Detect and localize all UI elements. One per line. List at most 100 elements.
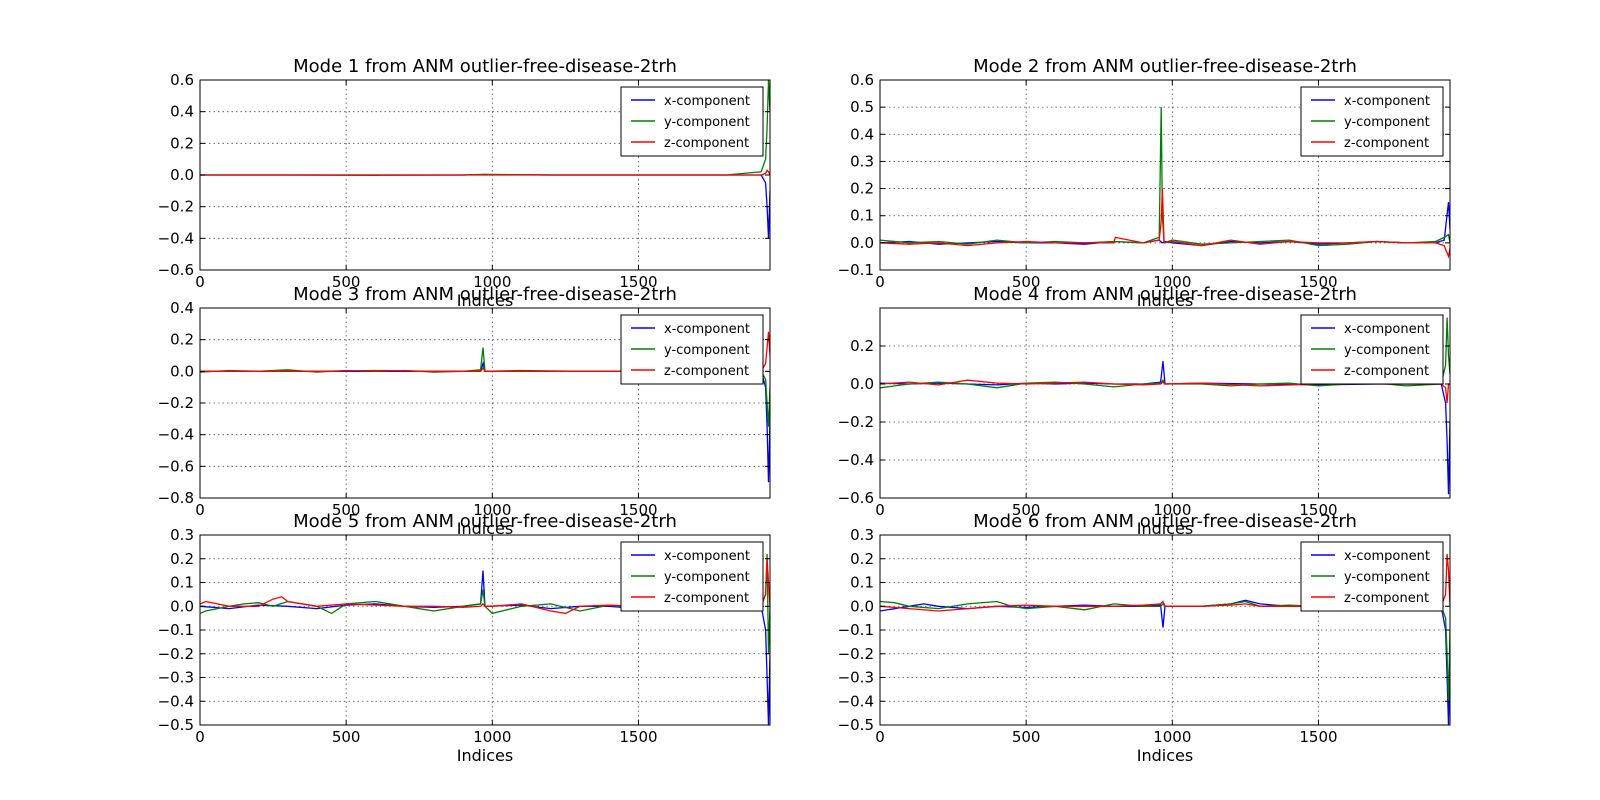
legend-label: y-component [664,115,750,130]
y-tick-label: −0.2 [838,413,874,431]
y-tick-label: −0.3 [838,669,874,687]
plot-frame [879,307,1451,499]
x-tick-label: 500 [332,501,361,519]
legend-label: y-component [1344,343,1430,358]
x-tick-label: 1000 [1153,728,1191,746]
legend-label: x-component [664,549,750,564]
subplot-5: 0 500 1000 1500 0.3 0.2 0.1 0.0 −0.1 −0.2 −0.3 −0.4… [158,511,771,765]
y-tick-label: −0.6 [158,261,194,279]
x-tick-label: 1000 [473,273,511,291]
y-tick-label: 0.0 [850,375,874,393]
y-tick-label: −0.5 [158,716,194,734]
y-tick-label: −0.2 [158,198,194,216]
legend: x-component y-component z-component [620,541,764,612]
y-tick-label: 0.4 [850,125,874,143]
legend-label: x-component [664,322,750,337]
y-tick-label: 0.1 [850,207,874,225]
subplot-4: 0 500 1000 1500 0.2 0.0 −0.2 −0.4 −0.6 Mode 4 fro… [838,284,1451,538]
x-axis-label: Indices [1137,746,1193,765]
y-tick-label: 0.0 [850,234,874,252]
legend-label: x-component [664,94,750,109]
legend: x-component y-component z-component [1300,541,1444,612]
subplot-title: Mode 4 from ANM outlier-free-disease-2tr… [973,284,1357,305]
y-tick-label: −0.2 [158,645,194,663]
x-axis-label: Indices [457,519,513,538]
x-axis-label: Indices [457,746,513,765]
x-tick-label: 500 [332,728,361,746]
y-tick-label: −0.3 [158,669,194,687]
x-tick-label: 0 [195,273,205,291]
series-line-y-component [880,600,1450,702]
subplot-title: Mode 6 from ANM outlier-free-disease-2tr… [973,511,1357,532]
x-tick-label: 0 [195,501,205,519]
y-tick-label: 0.2 [850,337,874,355]
x-tick-label: 1500 [1299,501,1337,519]
y-tick-label: 0.0 [850,597,874,615]
legend-label: x-component [1344,549,1430,564]
legend-label: y-component [1344,570,1430,585]
y-tick-label: 0.6 [850,71,874,89]
y-tick-label: 0.2 [170,331,194,349]
legend-label: z-component [664,136,749,151]
x-tick-label: 500 [1012,501,1041,519]
legend-label: x-component [1344,94,1430,109]
series-group [880,107,1450,259]
y-tick-label: 0.1 [170,574,194,592]
x-tick-label: 1000 [1153,273,1191,291]
y-tick-label: −0.2 [838,645,874,663]
y-tick-label: 0.3 [850,152,874,170]
x-tick-label: 500 [332,273,361,291]
x-tick-label: 1500 [1299,728,1337,746]
x-tick-label: 0 [875,728,885,746]
y-tick-label: −0.6 [838,489,874,507]
y-tick-label: 0.1 [850,574,874,592]
y-tick-label: 0.6 [170,71,194,89]
x-tick-label: 1500 [619,728,657,746]
subplot-1: 0 500 1000 1500 0.6 0.4 0.2 0.0 −0.2 −0.4 −0.6 Mode… [158,56,771,310]
x-tick-label: 0 [875,273,885,291]
y-tick-label: −0.1 [838,261,874,279]
legend: x-component y-component z-component [620,86,764,157]
y-tick-label: 0.0 [170,362,194,380]
y-tick-label: 0.2 [850,550,874,568]
legend: x-component y-component z-component [620,314,764,385]
legend-label: z-component [1344,136,1429,151]
series-line-z-component [880,188,1450,259]
y-tick-label: 0.3 [850,526,874,544]
subplot-title: Mode 1 from ANM outlier-free-disease-2tr… [293,56,677,77]
legend-label: y-component [664,570,750,585]
x-tick-label: 1000 [1153,501,1191,519]
y-tick-label: −0.1 [838,621,874,639]
subplot-title: Mode 5 from ANM outlier-free-disease-2tr… [293,511,677,532]
series-line-z-component [200,169,770,176]
y-tick-label: 0.5 [850,98,874,116]
legend-box [620,314,764,385]
y-tick-label: −0.8 [158,489,194,507]
subplot-title: Mode 2 from ANM outlier-free-disease-2tr… [973,56,1357,77]
subplot-3: 0 500 1000 1500 0.4 0.2 0.0 −0.2 −0.4 −0.6 −0.8 Mod… [158,284,771,538]
legend-label: y-component [664,343,750,358]
x-tick-label: 0 [875,501,885,519]
x-tick-label: 1000 [473,501,511,519]
y-tick-label: 0.2 [170,134,194,152]
y-tick-label: −0.2 [158,394,194,412]
legend-label: z-component [1344,364,1429,379]
x-tick-label: 0 [195,728,205,746]
y-tick-label: −0.4 [158,692,194,710]
series-line-x-component [880,361,1450,495]
legend-label: z-component [664,364,749,379]
x-tick-label: 1500 [619,501,657,519]
subplot-title: Mode 3 from ANM outlier-free-disease-2tr… [293,284,677,305]
subplot-2: 0 500 1000 1500 0.6 0.5 0.4 0.3 0.2 0.1 0.0 −0.1 Mod… [838,56,1451,310]
subplot-6: 0 500 1000 1500 0.3 0.2 0.1 0.0 −0.1 −0.2 −0.3 −0.4… [838,511,1451,765]
y-tick-label: −0.4 [838,692,874,710]
x-tick-label: 1500 [1299,273,1337,291]
x-tick-label: 1000 [473,728,511,746]
series-line-z-component [200,331,770,372]
y-tick-label: 0.3 [170,526,194,544]
y-tick-label: 0.4 [170,299,194,317]
y-tick-label: 0.0 [170,166,194,184]
y-tick-label: −0.5 [838,716,874,734]
legend: x-component y-component z-component [1300,86,1444,157]
